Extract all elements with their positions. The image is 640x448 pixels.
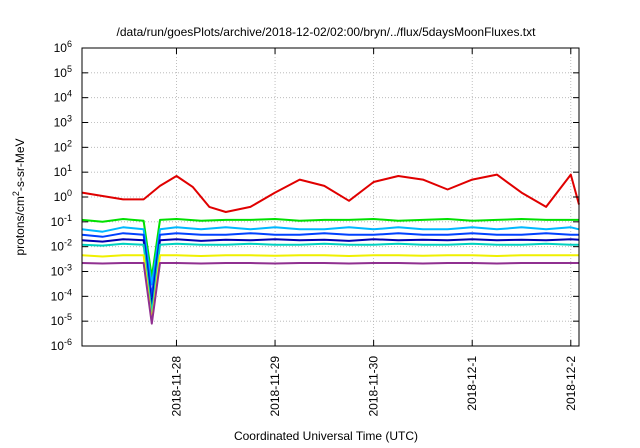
- y-tick-label: 105: [54, 64, 72, 80]
- y-tick-label: 10-4: [51, 287, 72, 303]
- y-tick-label: 10-1: [51, 213, 72, 229]
- plot-frame: [81, 47, 580, 347]
- x-axis-label: Coordinated Universal Time (UTC): [234, 429, 418, 443]
- series-line-4: [81, 232, 579, 298]
- series-lines: [81, 173, 580, 325]
- y-axis-ticks: 10-6 10-5 10-4 10-3 10-2 10-1 100 101 102 103 104 1…: [51, 39, 579, 353]
- x-axis-ticks: 2018-11-28 2018-11-29 2018-11-30 2018-12-1 2…: [169, 48, 578, 417]
- y-tick-label: 100: [54, 188, 72, 204]
- x-tick-label: 2018-12-2: [564, 356, 578, 411]
- y-tick-label: 10-3: [51, 263, 72, 279]
- y-tick-label: 10-6: [51, 337, 72, 353]
- y-tick-label: 10-2: [51, 238, 72, 254]
- y-tick-label: 102: [54, 138, 72, 154]
- y-axis-label-rest: -s-sr-MeV: [13, 138, 27, 191]
- series-line-2: [81, 218, 579, 278]
- series-line-3: [81, 226, 580, 286]
- y-tick-label: 106: [54, 39, 72, 55]
- y-tick-label: 10-5: [51, 312, 72, 328]
- chart-title: /data/run/goesPlots/archive/2018-12-02/0…: [117, 25, 537, 39]
- y-axis-label-unit: protons/cm: [13, 196, 27, 255]
- y-tick-label: 101: [54, 163, 72, 179]
- x-tick-label: 2018-11-29: [268, 356, 282, 417]
- grid-lines: [82, 48, 579, 346]
- y-axis-label: protons/cm2-s-sr-MeV: [11, 138, 27, 255]
- y-axis-label-exponent: 2: [11, 191, 21, 196]
- x-tick-label: 2018-11-30: [367, 356, 381, 417]
- x-tick-label: 2018-11-28: [169, 356, 183, 417]
- x-tick-label: 2018-12-1: [465, 356, 479, 411]
- y-tick-label: 103: [54, 114, 72, 130]
- series-line-1: [81, 173, 580, 213]
- y-tick-label: 104: [54, 89, 72, 105]
- series-line-8: [81, 262, 579, 325]
